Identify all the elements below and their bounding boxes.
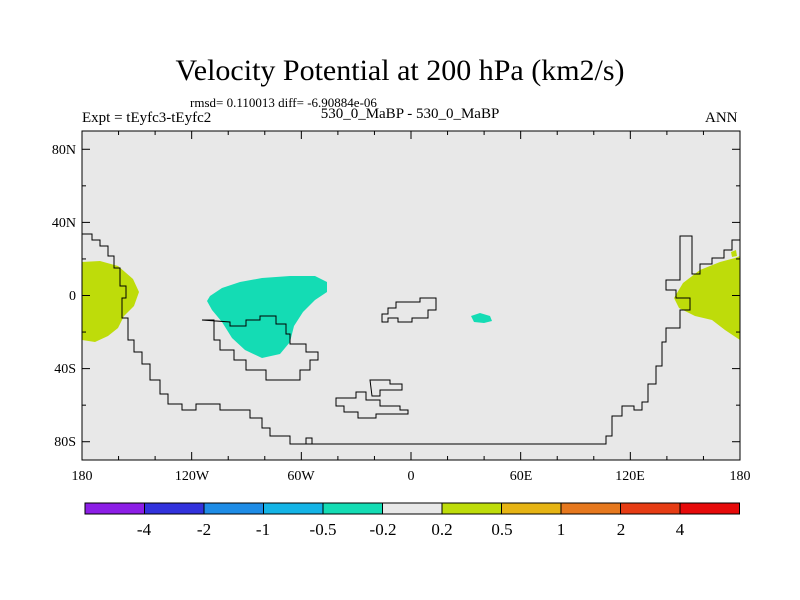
positive-anomaly-east-speck [731, 250, 737, 257]
y-tick-40N: 40N [52, 216, 76, 231]
y-tick-80N: 80N [52, 143, 76, 158]
x-tick-0: 0 [408, 469, 415, 484]
tick-marks [81, 131, 741, 460]
y-tick-0: 0 [69, 289, 76, 304]
colorbar-label-1: -4 [137, 520, 152, 539]
case-label: 530_0_MaBP - 530_0_MaBP [320, 106, 500, 122]
x-tick-120W: 120W [175, 469, 210, 484]
negative-anomaly-africa [471, 313, 492, 323]
colorbar-swatch [322, 502, 383, 515]
y-tick-40S: 40S [54, 362, 76, 377]
coastline-peninsula [302, 437, 313, 445]
x-tick-60E: 60E [510, 469, 533, 484]
colorbar-label-4: -0.5 [310, 520, 337, 539]
colorbar-swatch [382, 502, 443, 515]
colorbar-label-3: -1 [256, 520, 270, 539]
colorbar [84, 502, 740, 515]
colorbar-swatch [560, 502, 621, 515]
colorbar-swatch [144, 502, 205, 515]
x-tick-60W: 60W [287, 469, 315, 484]
stats-label: rmsd= 0.110013 diff= -6.90884e-06 [190, 95, 377, 110]
coastline-eastern [665, 235, 740, 329]
colorbar-label-9: 2 [617, 520, 626, 539]
colorbar-label-8: 1 [557, 520, 566, 539]
season-label: ANN [705, 110, 738, 126]
colorbar-swatch [84, 502, 145, 515]
colorbar-swatch [263, 502, 324, 515]
y-tick-80S: 80S [54, 435, 76, 450]
x-tick-180-left: 180 [72, 469, 93, 484]
experiment-label: Expt = tEyfc3-tEyfc2 [82, 110, 212, 126]
colorbar-label-6: 0.2 [431, 520, 452, 539]
x-tick-180-right: 180 [730, 469, 751, 484]
colorbar-swatch [441, 502, 502, 515]
positive-anomaly-west [82, 261, 139, 342]
coastline-africa [381, 297, 437, 323]
negative-anomaly-south-america [207, 276, 327, 358]
colorbar-label-10: 4 [676, 520, 685, 539]
x-tick-120E: 120E [615, 469, 645, 484]
colorbar-swatch [203, 502, 264, 515]
positive-anomaly-east [674, 256, 740, 340]
coastline-southern-islands [335, 379, 409, 419]
colorbar-swatch [501, 502, 562, 515]
coastline-americas [201, 315, 319, 381]
colorbar-label-7: 0.5 [491, 520, 512, 539]
colorbar-swatch [679, 502, 740, 515]
colorbar-swatch [620, 502, 681, 515]
colorbar-label-5: -0.2 [370, 520, 397, 539]
coastline-western [82, 233, 672, 445]
colorbar-label-2: -2 [197, 520, 211, 539]
map-background [82, 131, 740, 460]
plot-title: Velocity Potential at 200 hPa (km2/s) [175, 54, 625, 87]
coastlines [82, 233, 740, 445]
